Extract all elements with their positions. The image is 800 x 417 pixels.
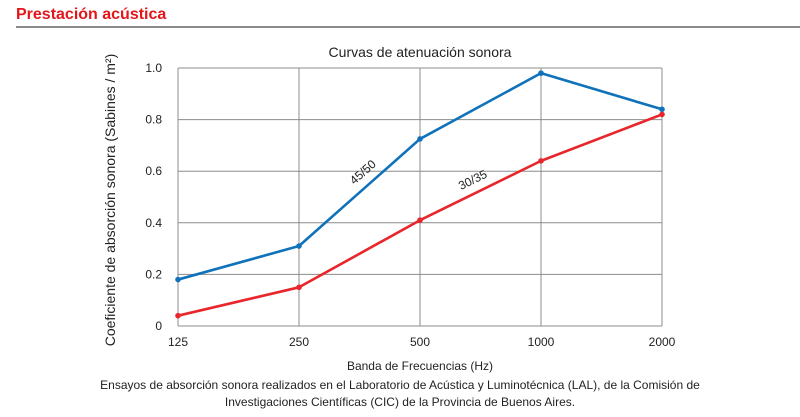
y-tick-labels: 0 0.2 0.4 0.6 0.8 1.0 (145, 61, 162, 333)
y-axis-label: Coeficiente de absorción sonora (Sabines… (102, 54, 118, 347)
data-point (659, 106, 665, 113)
section-title: Prestación acústica (16, 6, 167, 23)
data-point (417, 217, 423, 224)
data-point (175, 276, 181, 283)
x-tick-label: 1000 (528, 335, 555, 349)
caption-line-1: Ensayos de absorción sonora realizados e… (100, 378, 700, 392)
x-tick-label: 2000 (649, 335, 676, 349)
y-tick-label: 0.2 (145, 267, 162, 281)
series-label: 45/50 (347, 157, 379, 188)
y-tick-label: 0.4 (145, 216, 162, 230)
x-axis-label: Banda de Frecuencias (Hz) (347, 359, 493, 373)
y-tick-label: 0.6 (145, 164, 162, 178)
x-tick-label: 125 (168, 335, 188, 349)
data-point (296, 284, 302, 291)
chart-title: Curvas de atenuación sonora (329, 44, 512, 60)
data-point (538, 158, 544, 164)
y-tick-label: 1.0 (145, 61, 162, 75)
x-tick-label: 500 (410, 335, 430, 349)
x-tick-label: 250 (289, 335, 309, 349)
data-point (417, 136, 423, 142)
data-point (296, 243, 302, 249)
absorption-chart: Curvas de atenuación sonora 0 0.2 0.4 0.6 0.… (102, 44, 676, 373)
grid (177, 67, 663, 327)
caption-line-2: Investigaciones Científicas (CIC) de la … (224, 395, 576, 409)
y-tick-label: 0 (155, 319, 162, 333)
data-point (175, 312, 181, 319)
x-tick-labels: 125 250 500 1000 2000 (168, 335, 676, 349)
section-divider (16, 26, 800, 28)
data-point (538, 70, 544, 76)
y-tick-label: 0.8 (145, 113, 162, 127)
data-point (659, 111, 665, 118)
caption: Ensayos de absorción sonora realizados e… (0, 377, 800, 411)
